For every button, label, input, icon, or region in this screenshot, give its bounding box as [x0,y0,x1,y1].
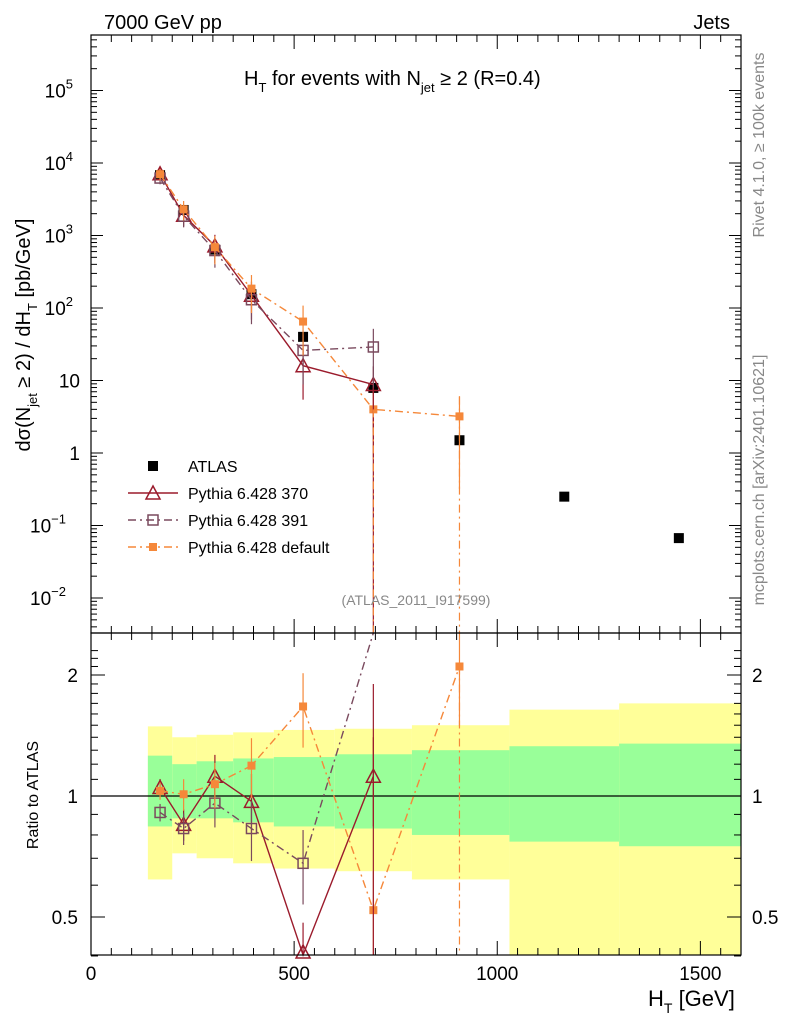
band-inner [411,750,510,835]
header-left: 7000 GeV pp [104,12,222,34]
legend: ATLAS Pythia 6.428 370 Pythia 6.428 391 Pyt… [128,459,330,557]
legend-marker-p370 [144,484,162,500]
main-plot-area [151,165,684,633]
legend-label: Pythia 6.428 370 [188,486,308,503]
legend-marker-p391 [147,514,159,526]
main-ytick-label: 1 [69,444,80,465]
svg-text:HT [GeV]: HT [GeV] [648,986,735,1016]
xtick-label: 1500 [679,964,721,985]
ratio-line-p370 [159,775,374,958]
main-point-pdef [247,284,256,293]
x-axis-label: HT [GeV] [648,986,735,1016]
header-right: Jets [693,12,730,34]
ratio-ytick-label-right: 0.5 [752,908,778,929]
svg-text:HT for events with Njet ≥ 2 (R: HT for events with Njet ≥ 2 (R=0.4) [244,68,541,95]
ratio-ytick-label: 2 [67,666,78,687]
main-line-pdef [159,173,460,418]
band-inner [619,743,741,847]
ratio-data-marks [151,632,464,959]
ratio-point-pdef [210,780,219,789]
main-ylabel: dσ(Njet ≥ 2) / dHT [pb/GeV] [13,219,40,452]
ratio-point-p391 [154,806,166,819]
ratio-ylabel: Ratio to ATLAS [25,741,42,849]
ratio-point-pdef [156,786,165,795]
ratio-point-p391 [245,822,258,835]
main-ytick-label: 10−1 [30,512,66,538]
ratio-ytick-label: 1 [67,787,78,808]
band-inner [273,757,335,827]
main-line-p370 [159,173,374,386]
main-ytick-label: 102 [45,294,73,320]
main-point-pdef [179,205,188,214]
axis-ticks: 10−2 10−1 1 10 102 103 104 105 0 500 1000 1500 0.5 0.… [30,35,778,985]
legend-marker-atlas [148,461,158,471]
xtick-label: 1000 [476,964,518,985]
main-point-pdef [210,243,219,252]
band-inner [509,746,620,842]
main-point-p391 [367,341,380,353]
main-ytick-label: 10 [59,372,80,393]
ratio-ytick-label: 0.5 [52,908,78,929]
ratio-ytick-label-right: 2 [752,666,763,687]
analysis-id: (ATLAS_2011_I917599) [342,592,491,608]
main-point-atlas [673,533,684,544]
main-ytick-label: 10−2 [30,584,66,610]
main-point-pdef [156,170,165,179]
ratio-point-p391 [297,857,309,870]
ratio-ytick-label-right: 1 [752,787,763,808]
xtick-label: 500 [278,964,310,985]
main-point-pdef [299,317,308,326]
legend-label: Pythia 6.428 391 [188,513,308,530]
ratio-line-p391 [159,632,375,865]
main-title: HT for events with Njet ≥ 2 (R=0.4) [244,68,541,95]
main-data-marks [151,165,684,633]
main-ytick-label: 104 [45,149,73,175]
main-line-p391 [159,177,374,352]
legend-label: Pythia 6.428 default [188,540,330,557]
mcplots-label: mcplots.cern.ch [arXiv:2401.10621] [751,355,768,606]
main-ytick-label: 105 [45,77,73,103]
ratio-point-pdef [247,761,256,770]
svg-text:dσ(Njet ≥ 2) / dHT [pb/GeV]: dσ(Njet ≥ 2) / dHT [pb/GeV] [13,219,40,452]
ratio-point-p370 [294,943,312,959]
xtick-label: 0 [86,964,97,985]
main-point-atlas [559,491,570,502]
legend-marker-pdef [149,543,157,551]
ratio-point-p391 [177,822,190,835]
main-ytick-label: 103 [45,222,73,248]
legend-label: ATLAS [188,459,238,476]
rivet-label: Rivet 4.1.0, ≥ 100k events [751,53,768,238]
ratio-point-pdef [179,790,188,799]
ratio-point-pdef [299,702,308,711]
